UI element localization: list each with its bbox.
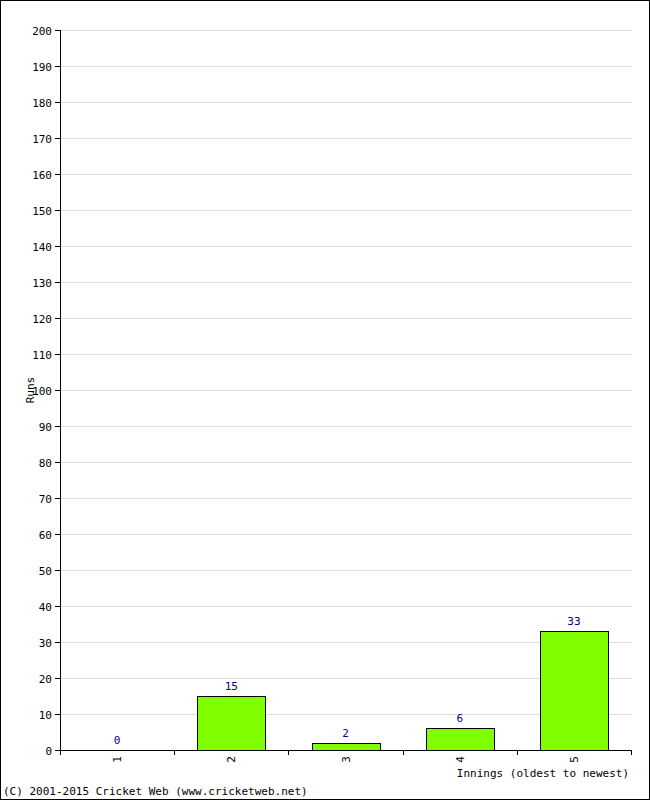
grid-line xyxy=(60,570,631,571)
y-tick-label: 90 xyxy=(39,421,52,434)
bar xyxy=(313,744,381,751)
y-tick xyxy=(55,102,60,103)
data-label: 15 xyxy=(225,680,238,693)
y-tick-label: 30 xyxy=(39,637,52,650)
x-tick xyxy=(288,750,289,755)
grid-line xyxy=(60,282,631,283)
y-tick xyxy=(55,30,60,31)
bars xyxy=(198,632,609,751)
x-tick xyxy=(403,750,404,755)
chart-svg: 0102030405060708090100110120130140150160… xyxy=(0,0,650,800)
grid-line xyxy=(60,210,631,211)
y-tick-label: 80 xyxy=(39,457,52,470)
y-tick xyxy=(55,642,60,643)
grid-line xyxy=(60,318,631,319)
y-tick-label: 180 xyxy=(32,97,52,110)
grid-line xyxy=(60,534,631,535)
copyright: (C) 2001-2015 Cricket Web (www.cricketwe… xyxy=(3,785,308,798)
y-tick-label: 110 xyxy=(32,349,52,362)
data-label: 33 xyxy=(567,615,580,628)
y-tick xyxy=(55,570,60,571)
y-tick-label: 200 xyxy=(32,25,52,38)
y-tick xyxy=(55,714,60,715)
x-tick-label: 5 xyxy=(568,756,581,763)
y-tick-label: 50 xyxy=(39,565,52,578)
y-tick-label: 190 xyxy=(32,61,52,74)
grid-line xyxy=(60,750,631,751)
y-tick xyxy=(55,390,60,391)
y-tick-label: 130 xyxy=(32,277,52,290)
y-tick xyxy=(55,678,60,679)
y-axis xyxy=(60,30,61,750)
y-tick xyxy=(55,282,60,283)
grid-line xyxy=(60,174,631,175)
y-tick xyxy=(55,498,60,499)
y-tick-label: 70 xyxy=(39,493,52,506)
data-label: 6 xyxy=(456,712,463,725)
y-tick-label: 60 xyxy=(39,529,52,542)
y-tick xyxy=(55,354,60,355)
y-tick-label: 170 xyxy=(32,133,52,146)
y-tick xyxy=(55,174,60,175)
data-label: 2 xyxy=(342,727,349,740)
y-tick xyxy=(55,534,60,535)
grid-line xyxy=(60,138,631,139)
x-axis-label: Innings (oldest to newest) xyxy=(457,767,629,780)
y-axis-label: Runs xyxy=(24,377,37,404)
y-tick xyxy=(55,138,60,139)
y-tick xyxy=(55,210,60,211)
y-tick xyxy=(55,246,60,247)
grid-line xyxy=(60,426,631,427)
bar xyxy=(83,750,151,751)
grid-line xyxy=(60,606,631,607)
y-tick-label: 150 xyxy=(32,205,52,218)
grid-line xyxy=(60,498,631,499)
frame xyxy=(1,1,650,800)
grid-line xyxy=(60,462,631,463)
grid-line xyxy=(60,30,631,31)
y-tick-label: 140 xyxy=(32,241,52,254)
y-tick xyxy=(55,66,60,67)
grid-line xyxy=(60,354,631,355)
x-tick xyxy=(174,750,175,755)
x-tick-label: 1 xyxy=(111,756,124,763)
bar xyxy=(541,632,609,751)
data-label: 0 xyxy=(114,734,121,747)
x-tick xyxy=(631,750,632,755)
y-tick-label: 20 xyxy=(39,673,52,686)
x-tick-label: 3 xyxy=(340,756,353,763)
y-tick xyxy=(55,462,60,463)
grid-line xyxy=(60,66,631,67)
y-tick-label: 10 xyxy=(39,709,52,722)
y-tick xyxy=(55,426,60,427)
grid-line xyxy=(60,102,631,103)
x-axis xyxy=(60,750,631,751)
grid-line xyxy=(60,390,631,391)
y-tick-label: 0 xyxy=(45,745,52,758)
bar xyxy=(427,729,495,751)
y-tick xyxy=(55,750,60,751)
bar xyxy=(198,697,266,751)
y-tick-label: 120 xyxy=(32,313,52,326)
x-tick xyxy=(517,750,518,755)
x-tick xyxy=(60,750,61,755)
chart-container: 0102030405060708090100110120130140150160… xyxy=(0,0,650,800)
grid-line xyxy=(60,246,631,247)
y-tick-label: 40 xyxy=(39,601,52,614)
y-tick-label: 160 xyxy=(32,169,52,182)
x-tick-label: 4 xyxy=(454,756,467,763)
x-tick-label: 2 xyxy=(225,756,238,763)
y-tick xyxy=(55,318,60,319)
y-tick xyxy=(55,606,60,607)
